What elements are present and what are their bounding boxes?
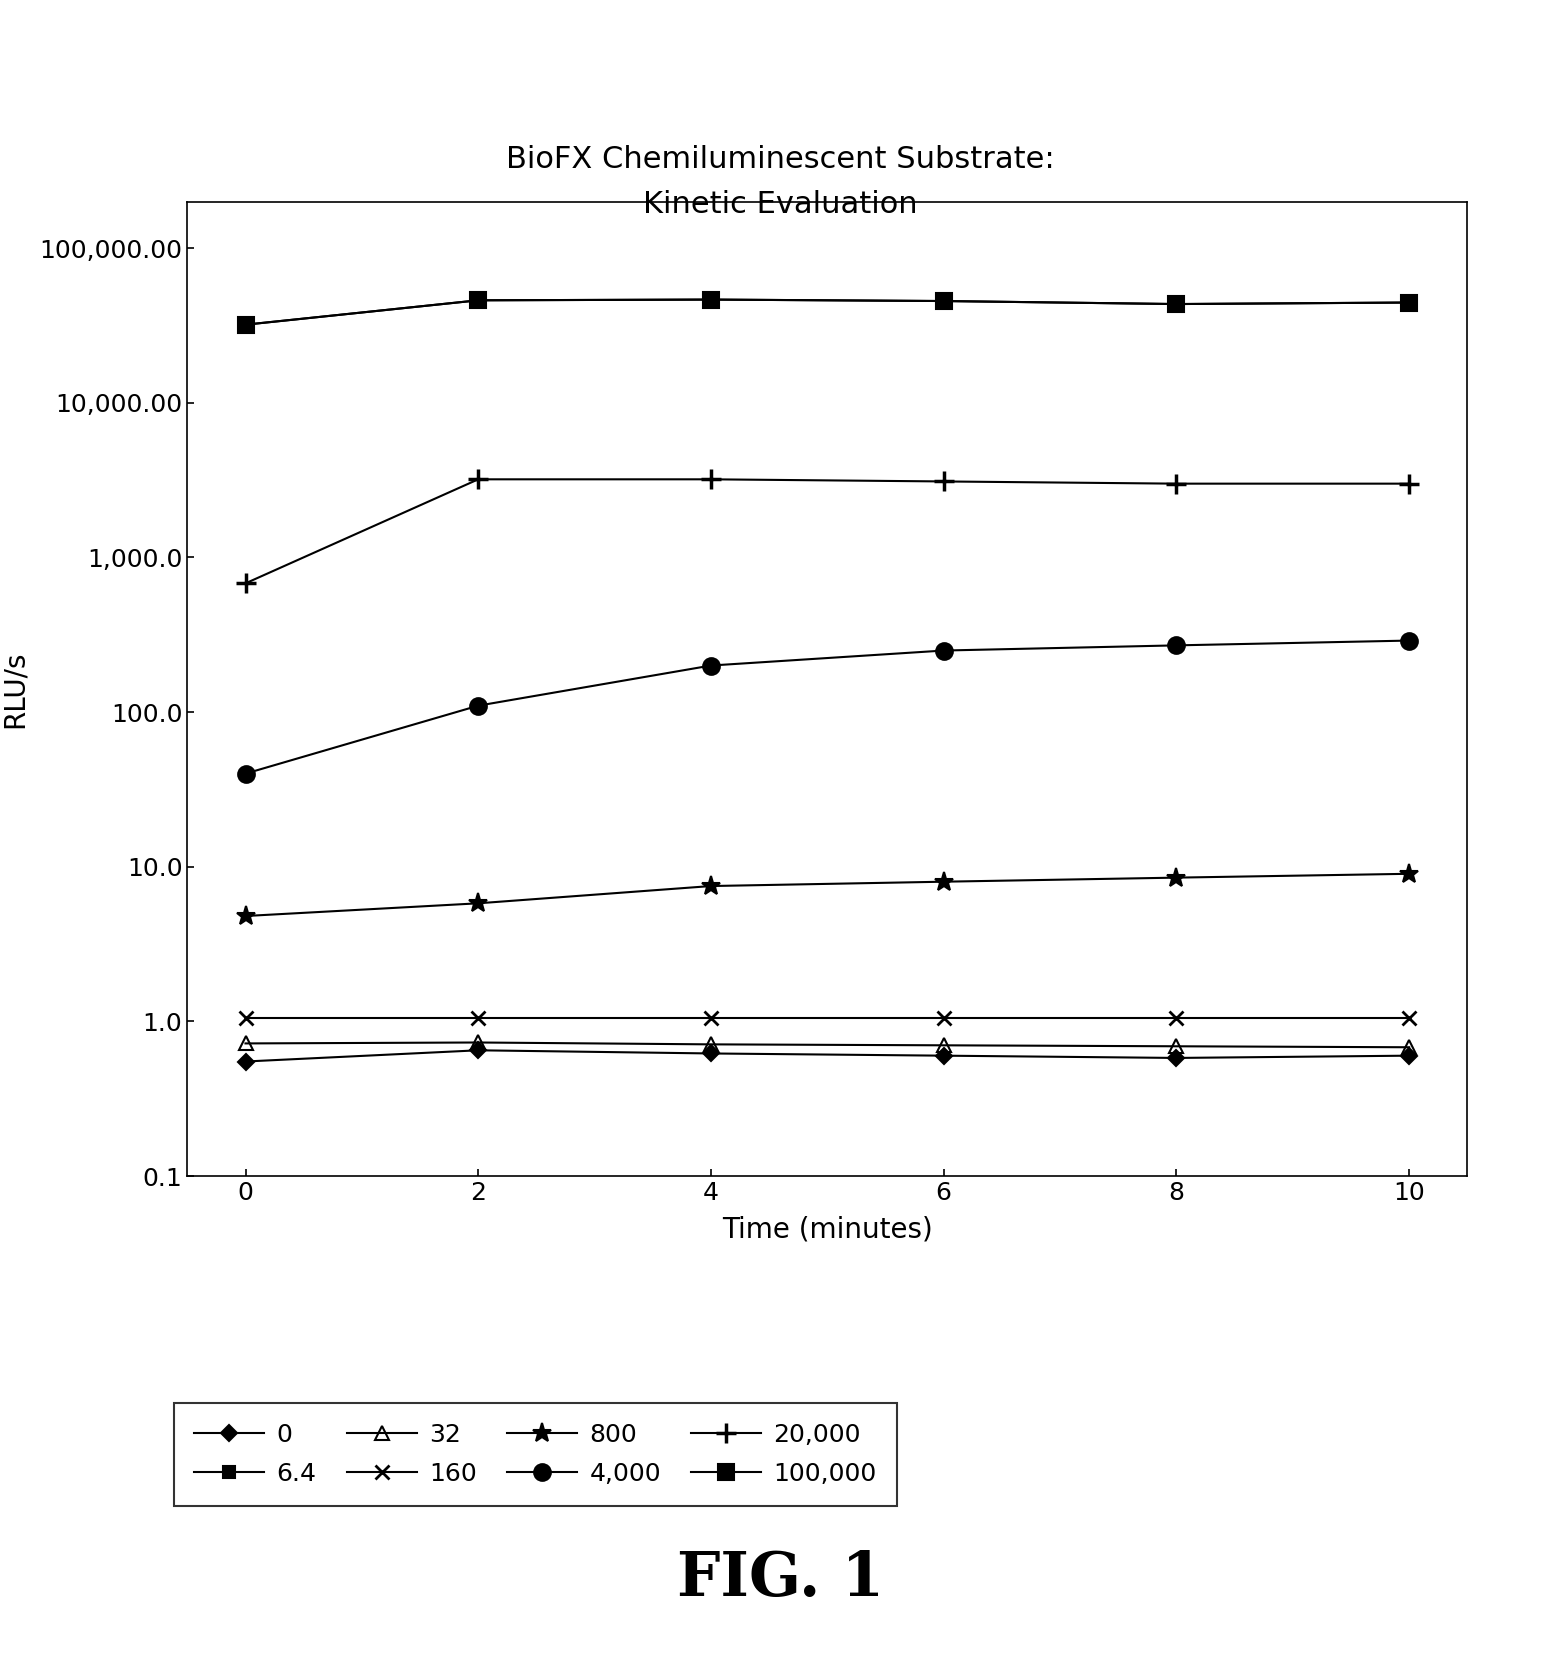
32 xyxy=(468,1033,487,1053)
6.4 xyxy=(236,314,254,334)
800 xyxy=(701,875,720,895)
100,000 xyxy=(236,314,254,334)
32 xyxy=(236,1033,254,1053)
32 xyxy=(1168,1037,1186,1057)
20,000 xyxy=(1400,474,1419,494)
0 xyxy=(1400,1045,1419,1065)
Line: 4,000: 4,000 xyxy=(237,632,1417,781)
6.4 xyxy=(1400,292,1419,312)
Line: 160: 160 xyxy=(239,1011,1416,1025)
6.4 xyxy=(701,289,720,309)
100,000 xyxy=(1400,292,1419,312)
4,000 xyxy=(1168,635,1186,655)
160 xyxy=(935,1008,954,1028)
800 xyxy=(935,872,954,892)
20,000 xyxy=(935,472,954,492)
0 xyxy=(935,1045,954,1065)
800 xyxy=(468,894,487,914)
0 xyxy=(236,1052,254,1072)
Line: 800: 800 xyxy=(236,864,1419,926)
0 xyxy=(701,1043,720,1063)
6.4 xyxy=(935,291,954,311)
6.4 xyxy=(468,291,487,311)
160 xyxy=(468,1008,487,1028)
Text: FIG. 1: FIG. 1 xyxy=(677,1549,884,1609)
20,000 xyxy=(236,573,254,593)
32 xyxy=(701,1035,720,1055)
0 xyxy=(1168,1048,1186,1068)
160 xyxy=(1168,1008,1186,1028)
6.4 xyxy=(1168,294,1186,314)
Y-axis label: RLU/s: RLU/s xyxy=(0,650,28,727)
Line: 32: 32 xyxy=(239,1035,1416,1055)
0 xyxy=(468,1040,487,1060)
160 xyxy=(701,1008,720,1028)
20,000 xyxy=(701,469,720,489)
20,000 xyxy=(468,469,487,489)
Text: BioFX Chemiluminescent Substrate:: BioFX Chemiluminescent Substrate: xyxy=(506,144,1055,175)
Text: Kinetic Evaluation: Kinetic Evaluation xyxy=(643,190,918,220)
20,000 xyxy=(1168,474,1186,494)
X-axis label: Time (minutes): Time (minutes) xyxy=(721,1216,933,1243)
100,000 xyxy=(935,291,954,311)
160 xyxy=(236,1008,254,1028)
32 xyxy=(1400,1037,1419,1057)
Line: 20,000: 20,000 xyxy=(236,470,1419,593)
100,000 xyxy=(701,289,720,309)
800 xyxy=(1168,867,1186,887)
800 xyxy=(1400,864,1419,884)
32 xyxy=(935,1035,954,1055)
100,000 xyxy=(1168,294,1186,314)
4,000 xyxy=(236,763,254,783)
4,000 xyxy=(468,696,487,716)
Line: 100,000: 100,000 xyxy=(237,292,1417,333)
4,000 xyxy=(701,655,720,675)
100,000 xyxy=(468,291,487,311)
Line: 6.4: 6.4 xyxy=(239,294,1416,331)
160 xyxy=(1400,1008,1419,1028)
4,000 xyxy=(935,640,954,660)
800 xyxy=(236,906,254,926)
Legend: 0, 6.4, 32, 160, 800, 4,000, 20,000, 100,000: 0, 6.4, 32, 160, 800, 4,000, 20,000, 100… xyxy=(175,1403,898,1505)
4,000 xyxy=(1400,630,1419,650)
Line: 0: 0 xyxy=(240,1045,1414,1067)
